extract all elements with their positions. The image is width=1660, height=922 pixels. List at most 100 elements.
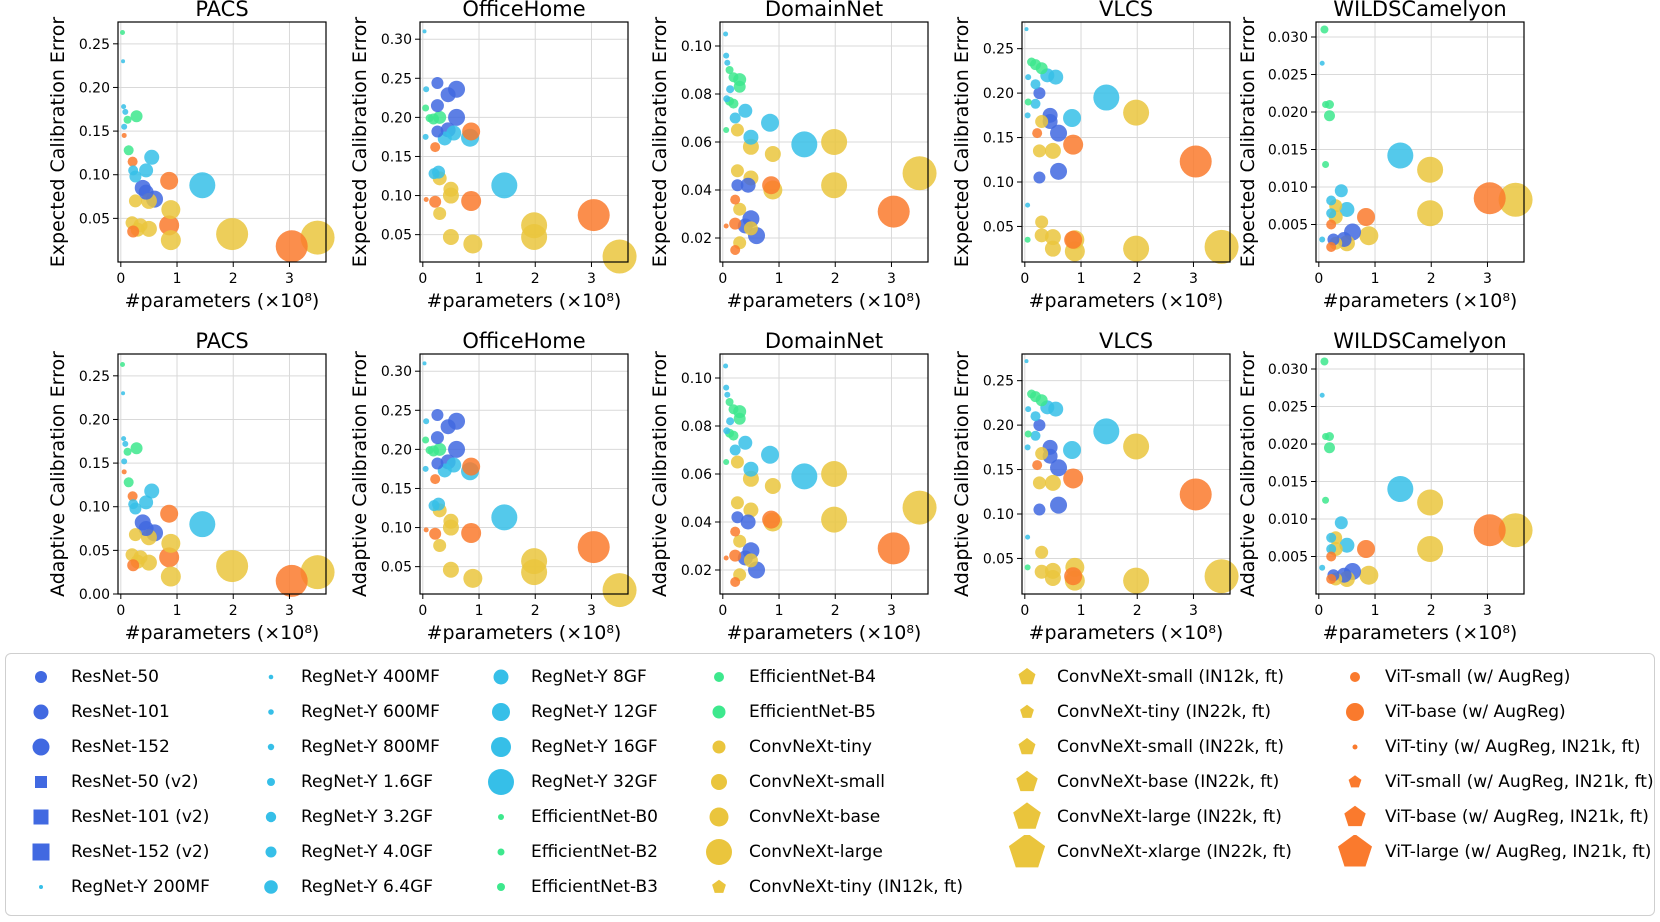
- data-point: [821, 506, 848, 533]
- legend-marker-icon: [33, 809, 49, 825]
- data-point: [423, 86, 430, 93]
- data-point: [121, 458, 128, 465]
- legend-label: RegNet-Y 1.6GF: [301, 772, 434, 792]
- data-point: [122, 108, 129, 115]
- data-point: [1032, 128, 1043, 139]
- data-point: [1326, 208, 1337, 219]
- legend-marker-icon: [268, 674, 274, 680]
- data-point: [123, 145, 134, 156]
- legend-marker: [712, 705, 726, 719]
- data-point: [127, 491, 138, 502]
- chart-title: PACS: [195, 329, 248, 353]
- data-point: [723, 427, 731, 435]
- y-tick-label: 0.005: [1268, 550, 1308, 566]
- data-point: [877, 532, 910, 565]
- data-point: [1064, 230, 1083, 249]
- data-point: [791, 131, 818, 158]
- y-tick-label: 0.20: [381, 442, 412, 458]
- legend-marker-icon: [712, 705, 726, 719]
- data-point: [1044, 229, 1061, 246]
- x-tick-label: 0: [1020, 603, 1029, 619]
- data-point: [448, 440, 466, 458]
- y-tick-label: 0.04: [681, 183, 712, 199]
- data-point: [1035, 447, 1049, 461]
- legend-marker-icon: [267, 778, 275, 786]
- data-point: [425, 446, 434, 455]
- legend-label: RegNet-Y 16GF: [531, 737, 658, 757]
- y-tick-label: 0.025: [1268, 400, 1308, 416]
- legend-label: RegNet-Y 32GF: [531, 772, 658, 792]
- x-tick-label: 0: [116, 603, 125, 619]
- legend-marker: [1020, 704, 1034, 718]
- legend-item: ResNet-152: [16, 730, 336, 764]
- legend-marker: [265, 846, 277, 858]
- legend-marker-icon: [1016, 770, 1038, 792]
- legend-item: EfficientNet-B4: [694, 660, 1014, 694]
- data-point: [723, 223, 729, 229]
- data-point: [125, 548, 139, 562]
- legend-item: ConvNeXt-tiny: [694, 730, 1014, 764]
- x-tick-label: 1: [173, 271, 182, 287]
- x-tick-label: 2: [531, 271, 540, 287]
- legend-item: ConvNeXt-base: [694, 800, 1014, 834]
- data-point: [422, 133, 429, 140]
- data-point: [729, 444, 741, 456]
- data-point: [821, 461, 848, 487]
- data-point: [729, 112, 741, 124]
- data-point: [733, 202, 747, 216]
- data-point: [740, 514, 756, 530]
- legend-item: ViT-base (w/ AugReg, IN21k, ft): [1330, 800, 1650, 834]
- legend-label: ResNet-152: [71, 737, 170, 757]
- data-point: [161, 533, 181, 553]
- y-tick-label: 0.10: [983, 507, 1014, 523]
- legend-label: EfficientNet-B5: [749, 702, 876, 722]
- y-tick-label: 0.08: [681, 419, 712, 435]
- data-point: [430, 142, 441, 153]
- legend-item: ViT-large (w/ AugReg, IN21k, ft): [1330, 835, 1651, 869]
- data-point: [728, 72, 739, 83]
- legend-marker: [33, 704, 49, 720]
- legend-marker: [492, 703, 510, 721]
- data-point: [723, 31, 729, 37]
- data-point: [1417, 156, 1444, 183]
- chart-panel-officehome-ece: 0 1 2 3 0.05 0.10 0.15 0.20 0.25 0.30 OfficeHome #p…: [349, 0, 637, 312]
- legend-label: ConvNeXt-base: [749, 807, 881, 827]
- data-point: [139, 495, 154, 510]
- x-tick-label: 3: [587, 271, 596, 287]
- x-tick-label: 3: [1189, 271, 1198, 287]
- data-point: [1326, 219, 1337, 230]
- y-tick-label: 0.00: [79, 587, 110, 603]
- data-point: [902, 490, 937, 525]
- chart-title: WILDSCamelyon: [1333, 0, 1507, 21]
- y-axis-label: Expected Calibration Error: [649, 17, 671, 268]
- data-point: [431, 408, 444, 421]
- x-axis-label: #parameters (×10⁸): [1029, 622, 1224, 644]
- data-point: [216, 550, 249, 583]
- data-point: [1322, 433, 1330, 440]
- y-tick-label: 0.20: [79, 412, 110, 428]
- y-tick-label: 0.10: [381, 189, 412, 205]
- legend-label: ConvNeXt-small (IN12k, ft): [1057, 667, 1285, 687]
- legend-label: ConvNeXt-large: [749, 842, 883, 862]
- legend-item: EfficientNet-B5: [694, 695, 1014, 729]
- data-point: [130, 442, 143, 455]
- data-point: [791, 463, 818, 490]
- data-point: [1050, 124, 1068, 142]
- data-point: [1334, 516, 1348, 530]
- data-point: [1387, 476, 1414, 502]
- legend-item: RegNet-Y 6.4GF: [246, 870, 566, 904]
- data-point: [1339, 202, 1355, 217]
- y-tick-label: 0.025: [1268, 68, 1308, 84]
- legend-item: ViT-tiny (w/ AugReg, IN21k, ft): [1330, 730, 1650, 764]
- y-tick-label: 0.06: [681, 135, 712, 151]
- legend-label: RegNet-Y 6.4GF: [301, 877, 434, 897]
- data-point: [423, 527, 429, 533]
- chart-panel-officehome-ace: 0 1 2 3 0.05 0.10 0.15 0.20 0.25 0.30 OfficeHome #p…: [349, 329, 637, 644]
- data-point: [1359, 226, 1379, 246]
- legend-label: ViT-base (w/ AugReg, IN21k, ft): [1385, 807, 1649, 827]
- legend-marker: [39, 885, 43, 889]
- plot-frame: [117, 21, 327, 263]
- data-point: [430, 431, 444, 445]
- data-point: [216, 218, 249, 251]
- legend-item: RegNet-Y 8GF: [476, 660, 796, 694]
